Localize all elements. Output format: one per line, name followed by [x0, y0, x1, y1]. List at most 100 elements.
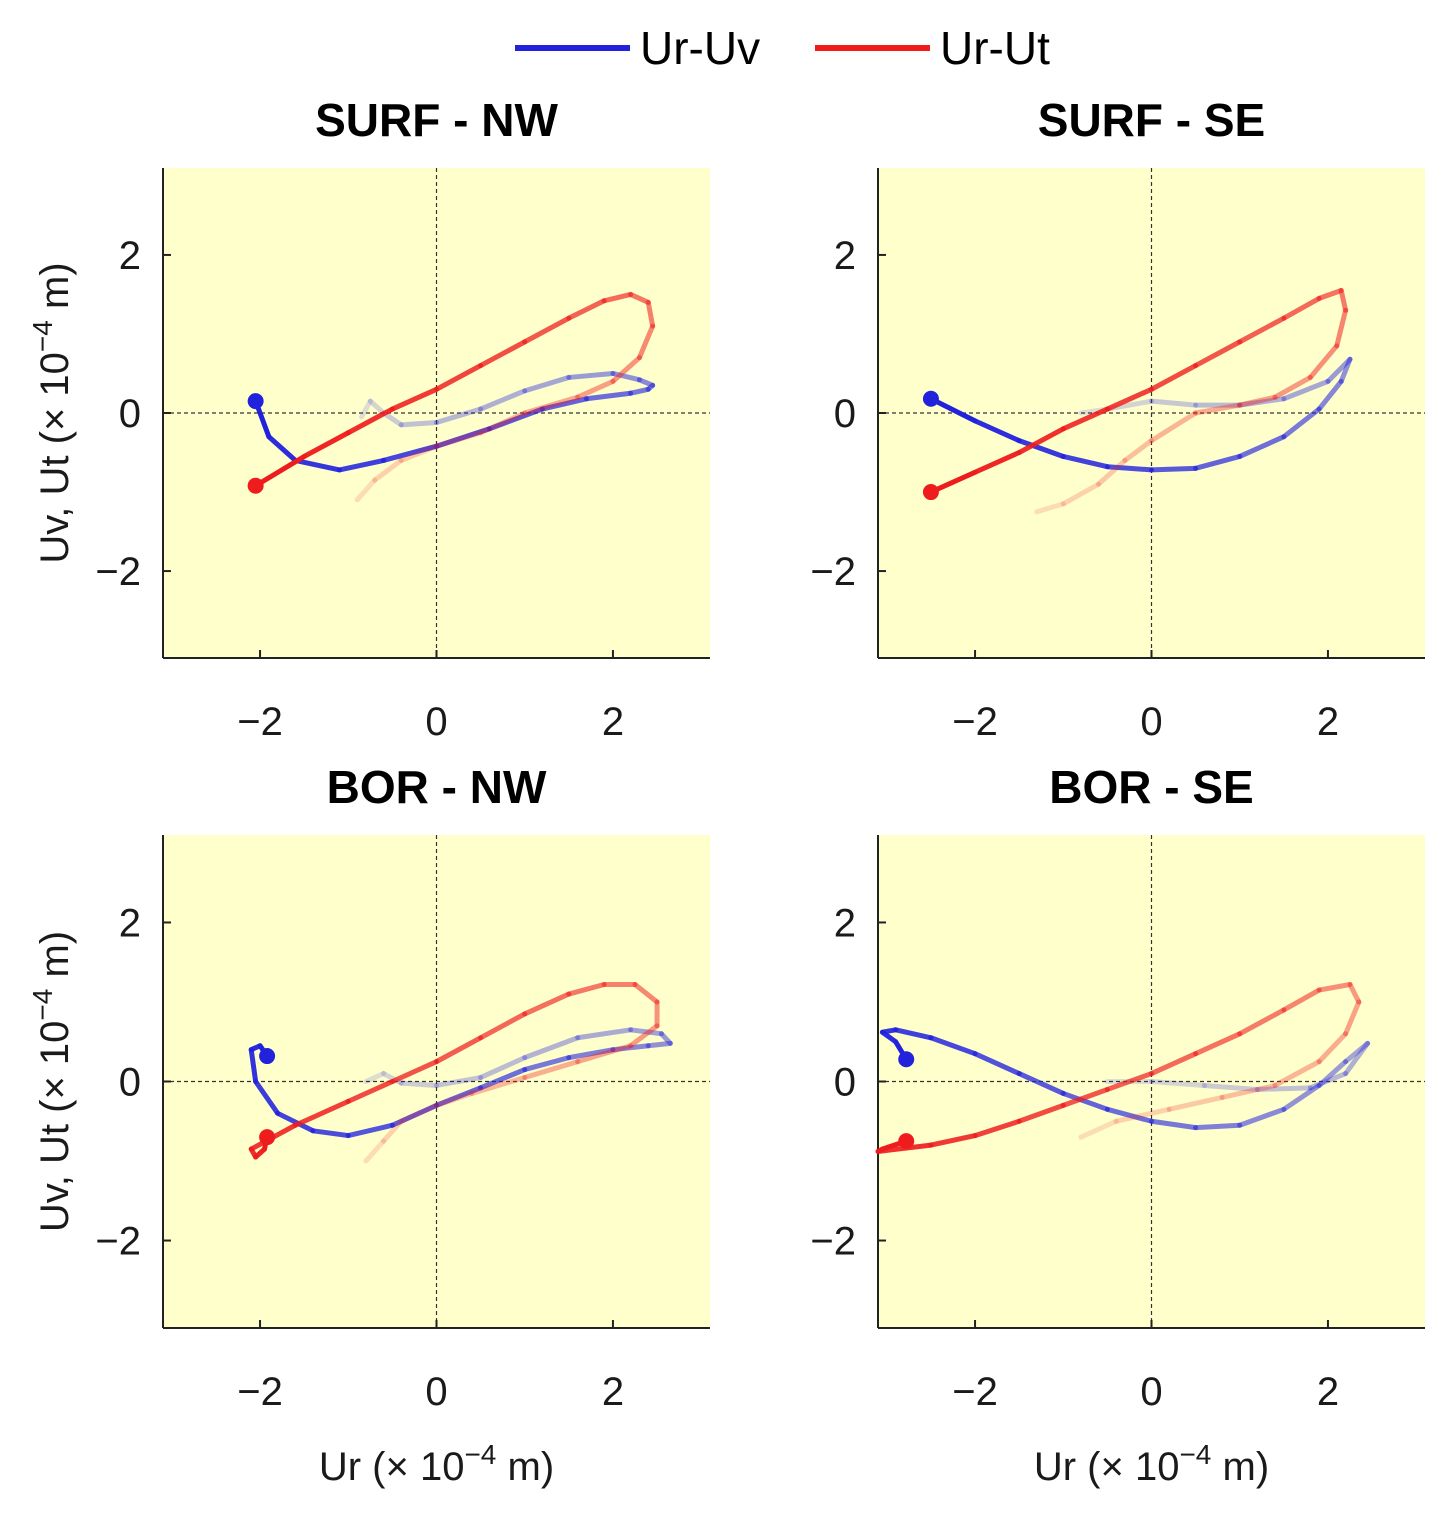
x-axis-label: Ur (× 10−4 m)	[319, 1439, 554, 1489]
series-segment	[1237, 315, 1287, 345]
series-start-point	[898, 1133, 915, 1150]
series-segment	[1016, 426, 1066, 456]
series-segment	[359, 398, 373, 420]
series-segment	[972, 450, 1022, 475]
series-segment	[292, 1098, 351, 1128]
series-segment	[1316, 378, 1344, 412]
series-segment	[478, 1067, 528, 1091]
series-segment	[398, 1080, 439, 1088]
y-tick-label: 0	[834, 1061, 856, 1105]
series-segment	[434, 406, 484, 425]
series-segment	[522, 315, 572, 345]
series-segment	[1149, 398, 1199, 408]
series-segment	[1113, 1106, 1172, 1124]
series-ur-uv	[248, 1027, 673, 1139]
series-segment	[893, 1027, 934, 1041]
series-segment	[434, 1035, 484, 1065]
x-tick-label: −2	[952, 700, 998, 744]
series-segment	[539, 396, 589, 412]
series-segment	[389, 386, 439, 412]
series-segment	[1096, 457, 1128, 487]
series-segment	[253, 1079, 281, 1116]
x-tick-label: 0	[1140, 700, 1162, 744]
series-segment	[1281, 1082, 1322, 1112]
series-segment	[1343, 1040, 1371, 1077]
legend-label-ur-ut: Ur-Ut	[940, 22, 1050, 74]
series-segment	[1334, 307, 1349, 349]
series-segment	[1237, 394, 1278, 408]
x-tick-label: 0	[425, 1370, 447, 1414]
y-axis-label-base: Uv, Ut (× 10	[33, 352, 77, 564]
series-segment	[610, 370, 642, 383]
x-axis-label: Ur (× 10−4 m)	[1034, 1439, 1269, 1489]
series-segment	[367, 398, 387, 416]
x-tick-label: 2	[1317, 1370, 1339, 1414]
series-segment	[1219, 1082, 1278, 1100]
series-segment	[434, 1085, 484, 1108]
series-segment	[469, 1075, 528, 1096]
series-segment	[381, 1118, 404, 1144]
series-segment	[389, 1059, 439, 1084]
panel-title: SURF - NW	[315, 94, 558, 146]
series-segment	[1060, 453, 1110, 470]
series-segment	[345, 1079, 395, 1104]
series-segment	[1316, 981, 1353, 993]
series-segment	[389, 1102, 439, 1128]
series-segment	[575, 1043, 634, 1065]
series-segment	[248, 1047, 259, 1084]
series-segment	[1307, 343, 1340, 380]
series-segment	[1237, 1007, 1287, 1037]
series-segment	[478, 1011, 528, 1041]
series-segment	[1237, 1106, 1287, 1128]
series-segment	[575, 1027, 634, 1041]
x-axis-label-exponent: −4	[464, 1439, 496, 1470]
series-segment	[434, 430, 484, 449]
series-segment	[354, 477, 378, 503]
y-tick-label: −2	[810, 550, 856, 594]
series-segment	[1281, 295, 1322, 321]
series-segment	[1166, 1094, 1225, 1112]
series-segment	[610, 355, 642, 384]
series-segment	[1281, 378, 1331, 402]
series-segment	[1347, 981, 1362, 1005]
series-start-point	[922, 390, 939, 407]
series-segment	[1201, 1082, 1260, 1092]
series-segment	[566, 370, 616, 380]
series-segment	[1060, 1086, 1110, 1108]
series-segment	[972, 1118, 1022, 1139]
series-segment	[645, 299, 656, 329]
series-segment	[1316, 1059, 1349, 1088]
series-start-point	[259, 1129, 276, 1146]
series-segment	[928, 1035, 978, 1057]
series-segment	[972, 418, 1022, 444]
y-tick-label: 0	[119, 392, 141, 436]
x-tick-label: 2	[602, 1370, 624, 1414]
series-segment	[1034, 501, 1066, 515]
series-segment	[601, 291, 634, 304]
series-segment	[1193, 402, 1243, 416]
series-segment	[1149, 465, 1199, 473]
series-segment	[1281, 406, 1322, 440]
series-segment	[1316, 1031, 1349, 1065]
series-segment	[478, 1055, 528, 1081]
series-segment	[1343, 1040, 1371, 1065]
x-axis-label-unit: m)	[496, 1445, 554, 1489]
series-segment	[398, 443, 439, 463]
panel-title: SURF - SE	[1038, 94, 1265, 146]
series-segment	[1016, 1071, 1066, 1096]
series-segment	[928, 469, 978, 495]
series-segment	[522, 1035, 581, 1061]
series-segment	[1016, 438, 1066, 459]
series-segment	[381, 443, 439, 463]
series-segment	[1325, 356, 1353, 384]
series-segment	[363, 1071, 387, 1084]
series-segment	[1272, 1059, 1322, 1088]
series-start-point	[247, 477, 264, 494]
series-segment	[566, 981, 607, 997]
series-segment	[1254, 1085, 1313, 1092]
series-segment	[928, 1133, 978, 1148]
series-segment	[292, 457, 342, 473]
series-segment	[1149, 363, 1199, 392]
series-segment	[583, 390, 634, 402]
